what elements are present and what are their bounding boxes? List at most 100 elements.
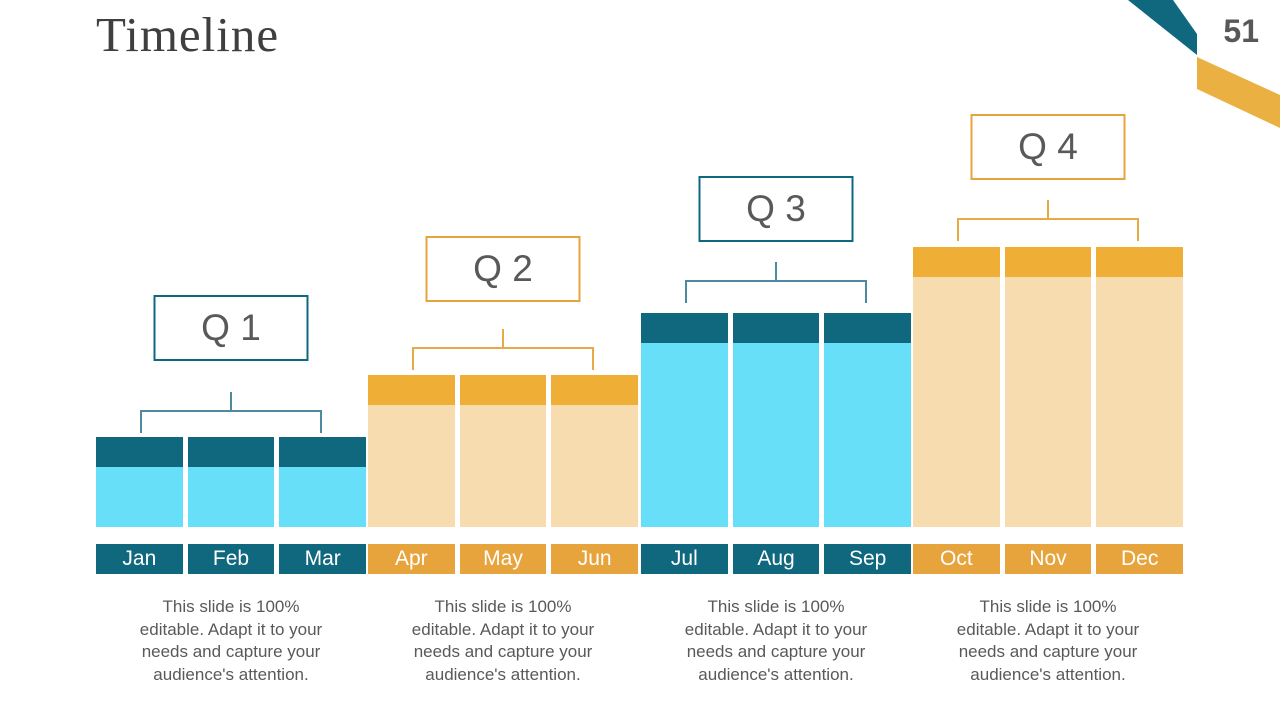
description-line: editable. Adapt it to your [411,619,595,639]
bar-cap [824,313,912,343]
bar-cap [1096,247,1184,277]
bar-cap [368,375,455,405]
month-label-band: Oct Nov Dec [913,544,1184,574]
bracket-span [685,280,867,303]
month-label: Oct [913,544,1000,574]
bar-cap [279,437,367,467]
corner-decoration: 51 [1120,0,1280,140]
slide-title: Timeline [96,7,280,62]
month-label: May [459,544,547,574]
quarter-bars [368,375,639,527]
quarter-label: Q 3 [746,188,806,229]
bar-body [824,343,912,527]
quarter-group-q2: Q 2 Apr May Jun This slide is 100% edita… [368,0,639,720]
month-label: Jan [96,544,183,574]
quarter-bars [913,247,1184,527]
description-line: needs and capture your [686,642,866,661]
bar-cap [187,437,275,467]
quarter-bars [96,437,367,527]
bar-body [641,343,728,527]
bar-body [96,467,183,527]
quarter-label: Q 2 [473,248,533,289]
month-bar [368,375,455,527]
description-line: editable. Adapt it to your [956,619,1140,639]
bar-cap [459,375,547,405]
bracket-span [140,410,322,433]
bar-body [459,405,547,527]
month-label: Jun [551,544,639,574]
description-line: needs and capture your [958,642,1138,661]
month-bar [96,437,183,527]
month-bar [551,375,639,527]
quarter-label-box: Q 1 [153,295,309,361]
quarter-label-box: Q 2 [425,236,581,302]
month-bar [1004,247,1092,527]
bracket-connector [140,392,322,433]
bracket-stem [775,262,777,280]
quarter-description: This slide is 100% editable. Adapt it to… [373,596,633,686]
month-bar [459,375,547,527]
bar-body [732,343,820,527]
bar-body [1004,277,1092,527]
description-line: needs and capture your [413,642,593,661]
quarter-label: Q 1 [201,307,261,348]
description-line: This slide is 100% [434,597,572,616]
month-bar [187,437,275,527]
quarter-description: This slide is 100% editable. Adapt it to… [918,596,1178,686]
bracket-stem [502,329,504,347]
quarter-group-q4: Q 4 Oct Nov Dec This slide is 100% edita… [913,0,1184,720]
description-line: This slide is 100% [979,597,1117,616]
description-line: audience's attention. [698,664,854,684]
month-bar [824,313,912,527]
bracket-stem [1047,200,1049,218]
bar-body [279,467,367,527]
bracket-connector [685,262,867,303]
ribbon-amber-segment [1197,57,1280,128]
bar-cap [913,247,1000,277]
page-number: 51 [1223,13,1259,49]
bar-body [368,405,455,527]
month-label: Sep [824,544,912,574]
month-label-band: Jan Feb Mar [96,544,367,574]
bracket-connector [957,200,1139,241]
bracket-stem [230,392,232,410]
month-label: Feb [187,544,275,574]
month-bar [641,313,728,527]
description-line: editable. Adapt it to your [684,619,868,639]
quarter-description: This slide is 100% editable. Adapt it to… [101,596,361,686]
bracket-span [412,347,594,370]
quarter-bars [641,313,912,527]
bar-body [551,405,639,527]
description-line: audience's attention. [425,664,581,684]
description-line: audience's attention. [970,664,1126,684]
month-label: Apr [368,544,455,574]
quarter-group-q3: Q 3 Jul Aug Sep This slide is 100% edita… [641,0,912,720]
bar-body [1096,277,1184,527]
bar-body [187,467,275,527]
month-label: Dec [1096,544,1184,574]
month-label: Mar [279,544,367,574]
quarter-label-box: Q 3 [698,176,854,242]
quarter-description: This slide is 100% editable. Adapt it to… [646,596,906,686]
month-label: Jul [641,544,728,574]
month-bar [1096,247,1184,527]
bar-cap [96,437,183,467]
bar-cap [641,313,728,343]
bar-body [913,277,1000,527]
description-line: audience's attention. [153,664,309,684]
month-bar [913,247,1000,527]
corner-ribbon-icon [1128,0,1280,128]
bar-cap [1004,247,1092,277]
month-bar [279,437,367,527]
bracket-span [957,218,1139,241]
month-bar [732,313,820,527]
quarter-group-q1: Q 1 Jan Feb Mar This slide is 100% edita… [96,0,367,720]
month-label-band: Apr May Jun [368,544,639,574]
quarter-label-box: Q 4 [970,114,1126,180]
bar-cap [732,313,820,343]
month-label-band: Jul Aug Sep [641,544,912,574]
bracket-connector [412,329,594,370]
description-line: This slide is 100% [162,597,300,616]
description-line: This slide is 100% [707,597,845,616]
